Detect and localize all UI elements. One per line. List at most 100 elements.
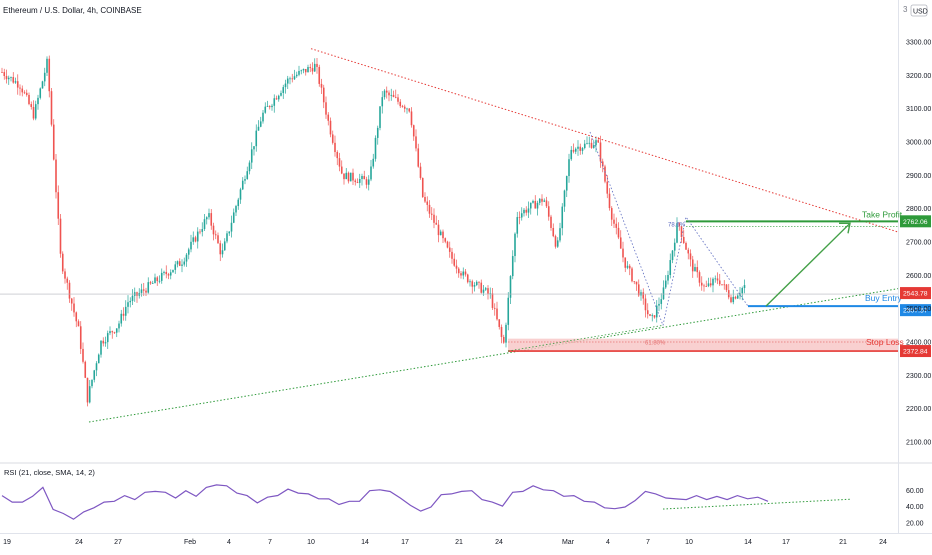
candle-body	[489, 293, 492, 295]
candle-body	[61, 253, 64, 272]
candle-body	[588, 142, 591, 144]
candle-body	[509, 276, 512, 298]
candle-body	[464, 271, 467, 275]
projection-arrow-head	[839, 222, 851, 234]
time-tick-label: 27	[114, 539, 122, 546]
take-profit-badge	[900, 215, 931, 228]
candle-body	[86, 377, 89, 403]
candle-body	[439, 231, 442, 236]
candle-body	[115, 328, 118, 333]
candle-body	[379, 106, 381, 128]
candle-body	[712, 278, 714, 286]
candle-body	[73, 303, 75, 313]
candle-body	[120, 313, 123, 324]
candle-body	[147, 282, 150, 293]
candle-body	[727, 290, 730, 298]
candle-body	[700, 282, 703, 286]
candle-body	[237, 199, 240, 207]
candle-body	[325, 102, 327, 115]
candle-body	[651, 315, 654, 317]
candle-body	[84, 361, 87, 378]
candle-body	[329, 120, 332, 135]
candle-body	[658, 303, 660, 306]
candle-body	[185, 254, 188, 262]
candle-body	[235, 206, 237, 213]
candle-body	[239, 189, 242, 200]
candle-body	[257, 126, 260, 131]
time-tick-label: 10	[685, 539, 693, 546]
currency-prefix: 3	[903, 5, 908, 14]
currency-badge[interactable]	[910, 4, 928, 17]
candle-body	[210, 213, 213, 226]
candle-body	[514, 233, 516, 257]
candle-body	[165, 271, 168, 275]
candle-body	[59, 218, 62, 254]
candle-body	[433, 214, 435, 223]
candle-body	[46, 58, 48, 73]
resistance-trendline[interactable]	[310, 48, 899, 233]
candle-body	[714, 278, 717, 280]
candle-body	[419, 166, 422, 178]
candle-body	[500, 326, 503, 337]
price-tick-label: 3000.00	[906, 140, 931, 147]
candle-body	[635, 281, 638, 285]
candle-body	[221, 250, 224, 255]
candle-body	[374, 137, 377, 159]
candle-body	[417, 148, 420, 167]
candle-body	[678, 223, 681, 227]
axes-group: 3300.00 3200.00 3100.00 3000.00 2900.00 2800.…	[3, 40, 931, 547]
candle-body	[262, 112, 264, 122]
candle-body	[581, 148, 584, 151]
candle-body	[435, 222, 438, 225]
candle-body	[397, 97, 399, 102]
candle-body	[496, 308, 498, 320]
candle-body	[642, 292, 645, 299]
candle-body	[646, 310, 649, 315]
candle-body	[534, 200, 537, 209]
candle-body	[462, 271, 465, 276]
candle-body	[64, 271, 66, 279]
candle-body	[691, 259, 694, 272]
candle-body	[685, 242, 687, 250]
rsi-tick-label: 60.00	[906, 488, 924, 495]
candle-body	[68, 282, 71, 299]
candle-body	[145, 290, 147, 293]
candle-body	[608, 193, 611, 209]
candle-body	[741, 288, 744, 294]
candle-body	[122, 313, 125, 316]
candle-body	[304, 68, 307, 73]
candle-body	[183, 261, 186, 265]
candle-body	[696, 267, 699, 273]
candle-body	[653, 315, 656, 318]
candle-body	[295, 74, 298, 77]
candle-body	[421, 177, 424, 198]
buy-entry-label: Buy Entry	[865, 293, 903, 303]
candle-body	[277, 95, 280, 100]
candle-body	[208, 213, 210, 218]
candle-body	[415, 136, 417, 149]
candle-body	[610, 208, 613, 220]
candle-body	[39, 88, 42, 98]
candle-body	[356, 182, 359, 183]
support-trendline[interactable]	[88, 288, 899, 423]
candle-body	[723, 284, 726, 286]
candle-body	[10, 77, 12, 78]
price-tick-label: 2400.00	[906, 340, 931, 347]
candle-body	[88, 386, 91, 403]
candle-body	[487, 288, 489, 294]
candle-body	[219, 243, 222, 255]
candle-body	[50, 91, 53, 125]
candle-body	[399, 101, 402, 107]
candle-body	[484, 288, 487, 290]
candle-body	[316, 63, 318, 67]
candle-body	[313, 63, 316, 72]
candle-body	[142, 289, 145, 291]
candle-body	[127, 302, 129, 307]
candle-body	[545, 200, 548, 207]
candle-body	[217, 235, 219, 244]
time-tick-label: 4	[227, 539, 231, 546]
stop-loss-zone	[508, 338, 898, 352]
time-tick-label: 7	[646, 539, 650, 546]
candle-body	[176, 261, 179, 265]
